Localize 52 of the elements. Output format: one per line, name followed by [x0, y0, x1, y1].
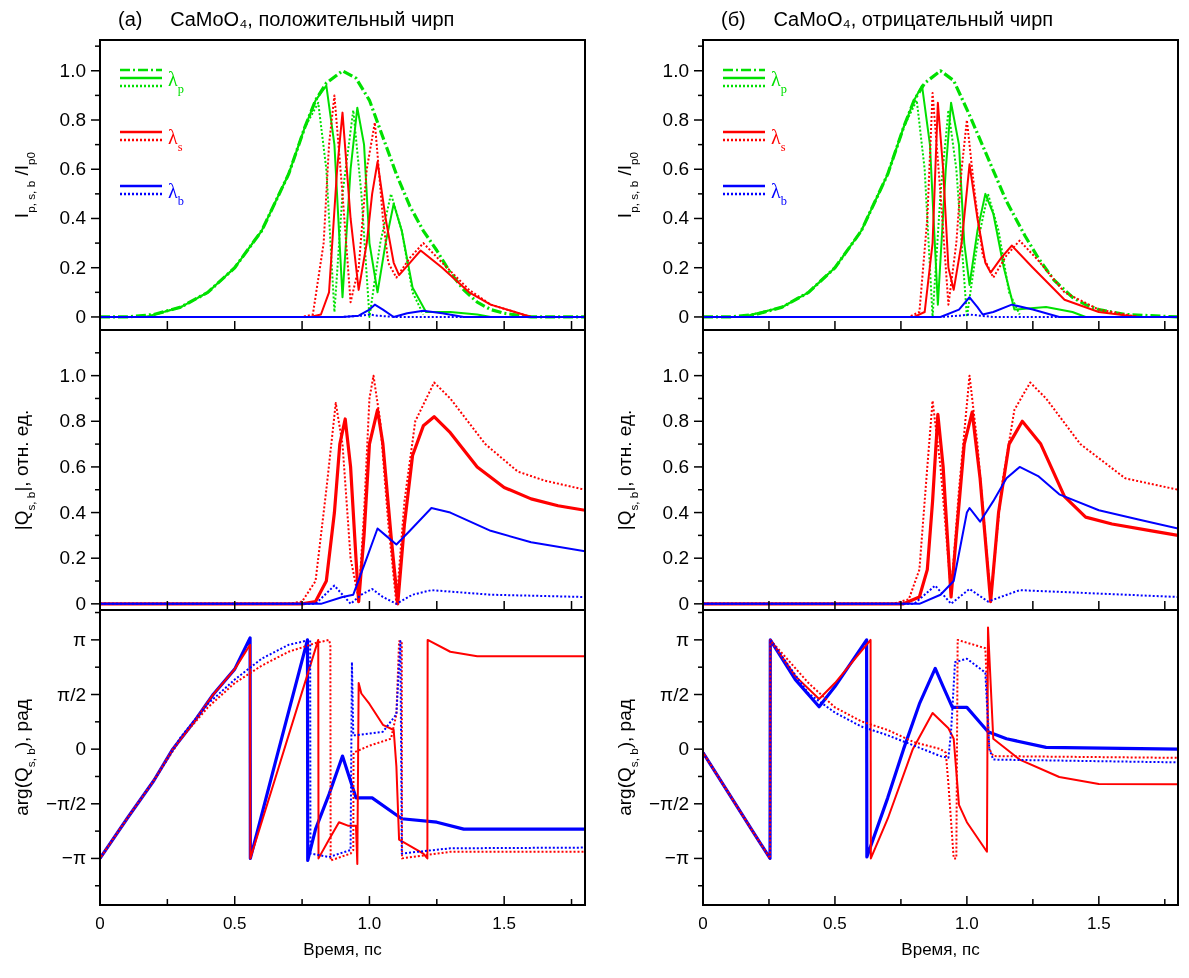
y-tick-label: 1.0 — [662, 364, 689, 386]
x-tick-label: 1.0 — [955, 914, 979, 933]
y-tick-label: π/2 — [660, 683, 689, 705]
y-tick-label: 0.4 — [59, 207, 87, 229]
y-tick-label: 0.2 — [59, 256, 86, 278]
y-tick-label: 1.0 — [59, 59, 86, 81]
y-tick-label: 0.4 — [662, 207, 690, 229]
y-tick-label: 0.2 — [59, 547, 86, 569]
y-tick-label: 0.4 — [662, 501, 690, 523]
legend-label: λ$_{b}$ — [168, 180, 184, 208]
y-tick-label: 0.6 — [59, 158, 86, 180]
y-tick-label: 0.8 — [662, 109, 689, 131]
y-tick-label: 1.0 — [59, 364, 86, 386]
y-tick-label: 0.6 — [59, 455, 86, 477]
y-tick-label: π — [675, 628, 689, 650]
y-tick-label: 0 — [678, 592, 689, 614]
y-tick-label: 0.6 — [662, 455, 689, 477]
x-tick-label: 0.5 — [222, 914, 247, 933]
y-tick-label: 0.8 — [59, 410, 86, 432]
x-tick-label: 0.5 — [823, 914, 847, 933]
legend-label: λ$_{p}$ — [168, 68, 184, 96]
y-tick-label: 0 — [75, 738, 86, 760]
y-tick-label: −π — [61, 847, 86, 869]
legend-label: λ$_{s}$ — [168, 126, 183, 154]
legend-label: λ$_{p}$ — [771, 68, 787, 96]
y-tick-label: 0.6 — [662, 158, 689, 180]
x-tick-label: 1.5 — [1087, 914, 1111, 933]
x-tick-label: 0 — [698, 914, 708, 933]
y-tick-label: 0.4 — [59, 501, 87, 523]
y-tick-label: 1.0 — [662, 59, 689, 81]
x-axis-title: Время, пс — [901, 940, 981, 959]
y-tick-label: −π/2 — [648, 792, 689, 814]
y-tick-label: 0.8 — [662, 410, 689, 432]
chart-title: (б) CaMoO₄, отрицательный чирп — [721, 8, 1054, 30]
y-tick-label: 0 — [75, 592, 86, 614]
y-tick-label: 0 — [678, 305, 689, 327]
y-tick-label: π — [72, 628, 86, 650]
y-tick-label: 0 — [678, 738, 689, 760]
y-tick-label: 0.2 — [662, 256, 689, 278]
y-tick-label: 0.2 — [662, 547, 689, 569]
y-tick-label: π/2 — [57, 683, 86, 705]
legend-label: λ$_{b}$ — [771, 180, 787, 208]
y-tick-label: −π — [664, 847, 689, 869]
legend-label: λ$_{s}$ — [771, 126, 786, 154]
x-tick-label: 0 — [95, 914, 105, 933]
x-axis-title: Время, пс — [303, 940, 383, 959]
y-tick-label: 0.8 — [59, 109, 86, 131]
y-tick-label: 0 — [75, 305, 86, 327]
chart-title: (a) CaMoO₄, положительный чирп — [118, 8, 455, 30]
x-tick-label: 1.0 — [357, 914, 382, 933]
y-tick-label: −π/2 — [45, 792, 86, 814]
x-tick-label: 1.5 — [492, 914, 516, 933]
